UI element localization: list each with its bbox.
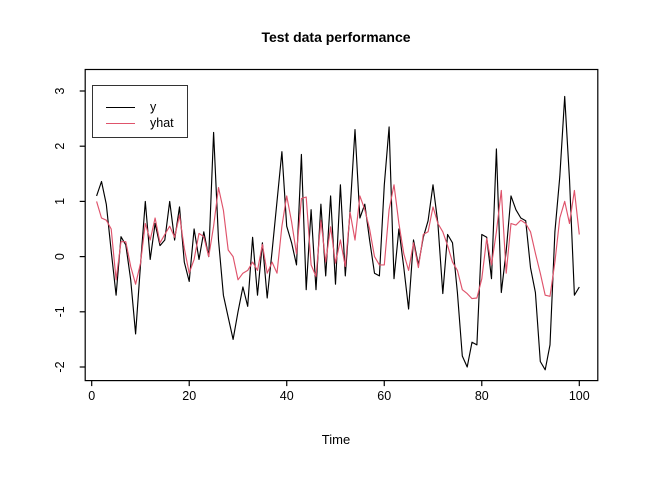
legend-line-y-icon [106,106,135,108]
yhat-series-line [96,184,580,300]
y-tick-label: -1 [53,306,67,317]
y-tick-label: 2 [53,143,67,150]
legend-label-y: y [150,99,157,114]
x-tick-label: 80 [475,389,489,403]
legend-entry-y: y [93,99,187,115]
plot-box [84,68,599,382]
x-tick-label: 40 [280,389,294,403]
y-tick-label: -2 [53,361,67,372]
x-tick-label: 0 [88,389,95,403]
legend-entry-yhat: yhat [93,115,187,131]
y-series-line [96,95,580,371]
y-tick-label: 0 [53,253,67,260]
x-tick-label: 60 [377,389,391,403]
x-tick-label: 100 [569,389,590,403]
x-tick-label: 20 [182,389,196,403]
legend-label-yhat: yhat [150,115,174,130]
chart-title: Test data performance [261,29,411,45]
x-axis-label: Time [321,432,351,447]
y-tick-label: 1 [53,198,67,205]
legend-line-yhat-icon [106,122,135,124]
y-tick-label: 3 [53,87,67,94]
legend: y yhat [92,85,188,138]
